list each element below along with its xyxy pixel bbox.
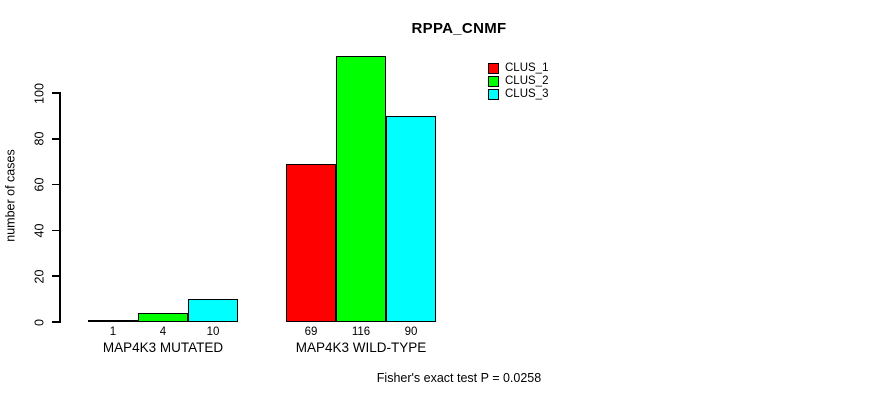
fisher-test-annotation: Fisher's exact test P = 0.0258 — [376, 371, 542, 385]
bar-value-label-clus-1-map4k3-mutated: 1 — [109, 326, 117, 338]
y-axis-tick-100 — [51, 92, 60, 94]
y-axis-title: number of cases — [3, 149, 18, 242]
y-axis-tick-label-80: 80 — [32, 131, 47, 146]
y-axis-line — [59, 92, 61, 323]
legend-swatch-clus-2 — [488, 76, 499, 87]
bar-clus-2-map4k3-mutated — [138, 312, 188, 322]
y-axis-tick-label-20: 20 — [32, 269, 47, 284]
category-label-map4k3-wild-type: MAP4K3 WILD-TYPE — [295, 340, 427, 355]
legend-label-clus-3: CLUS_3 — [505, 88, 549, 100]
legend-swatch-clus-1 — [488, 63, 499, 74]
bar-clus-3-map4k3-mutated — [188, 299, 238, 322]
bar-clus-3-map4k3-wild-type — [386, 115, 436, 322]
y-axis-tick-40 — [51, 229, 60, 232]
bar-value-label-clus-1-map4k3-wild-type: 69 — [304, 326, 318, 338]
y-axis-tick-label-40: 40 — [32, 223, 47, 238]
y-axis-tick-0 — [51, 321, 60, 323]
bar-value-label-clus-3-map4k3-mutated: 10 — [206, 326, 220, 338]
y-axis-tick-label-100: 100 — [32, 82, 47, 104]
legend-swatch-clus-3 — [488, 89, 499, 100]
y-axis-tick-label-60: 60 — [32, 177, 47, 192]
y-axis-tick-80 — [51, 138, 60, 140]
bar-value-label-clus-3-map4k3-wild-type: 90 — [404, 326, 418, 338]
legend-label-clus-2: CLUS_2 — [505, 75, 549, 87]
legend-item-clus-1: CLUS_1 — [488, 62, 549, 74]
y-axis-tick-60 — [51, 183, 60, 186]
bar-clus-1-map4k3-mutated — [88, 319, 138, 322]
chart-title: RPPA_CNMF — [411, 20, 507, 37]
bar-clus-2-map4k3-wild-type — [336, 56, 386, 322]
bar-value-label-clus-2-map4k3-wild-type: 116 — [351, 326, 371, 338]
bar-clus-1-map4k3-wild-type — [286, 163, 336, 322]
category-label-map4k3-mutated: MAP4K3 MUTATED — [102, 340, 224, 355]
y-axis-tick-20 — [51, 275, 60, 277]
legend: CLUS_1 CLUS_2 CLUS_3 — [488, 62, 549, 102]
y-axis-tick-label-0: 0 — [32, 318, 47, 326]
legend-item-clus-2: CLUS_2 — [488, 75, 549, 87]
bar-value-label-clus-2-map4k3-mutated: 4 — [159, 326, 167, 338]
legend-item-clus-3: CLUS_3 — [488, 88, 549, 100]
legend-label-clus-1: CLUS_1 — [505, 62, 549, 74]
